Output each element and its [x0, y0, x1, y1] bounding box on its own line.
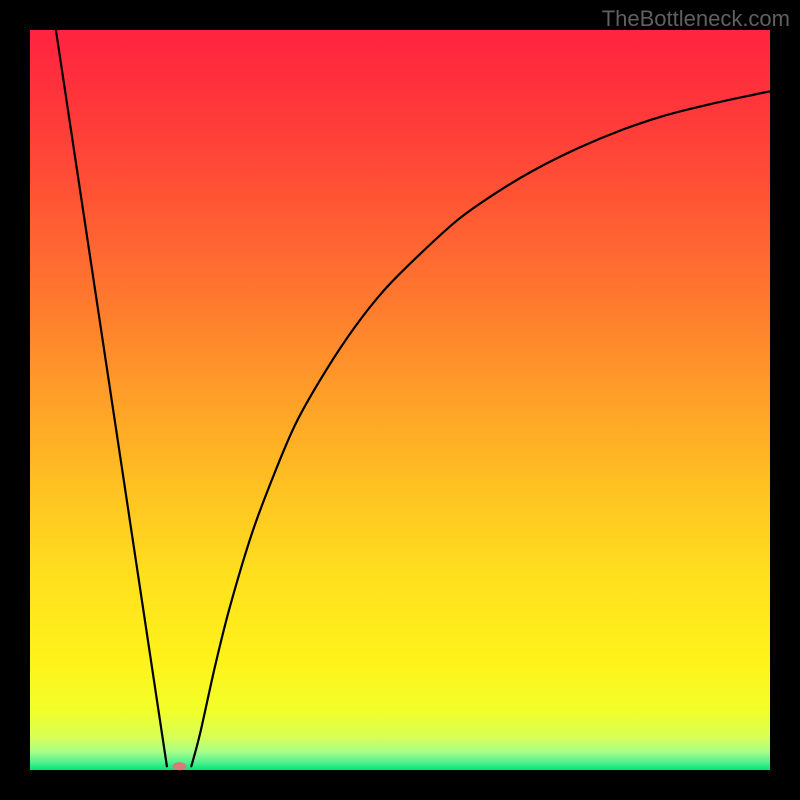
- optimal-point-marker: [172, 762, 186, 770]
- bottleneck-chart: [0, 0, 800, 800]
- watermark-text: TheBottleneck.com: [602, 6, 790, 32]
- chart-container: TheBottleneck.com: [0, 0, 800, 800]
- plot-background: [30, 30, 770, 770]
